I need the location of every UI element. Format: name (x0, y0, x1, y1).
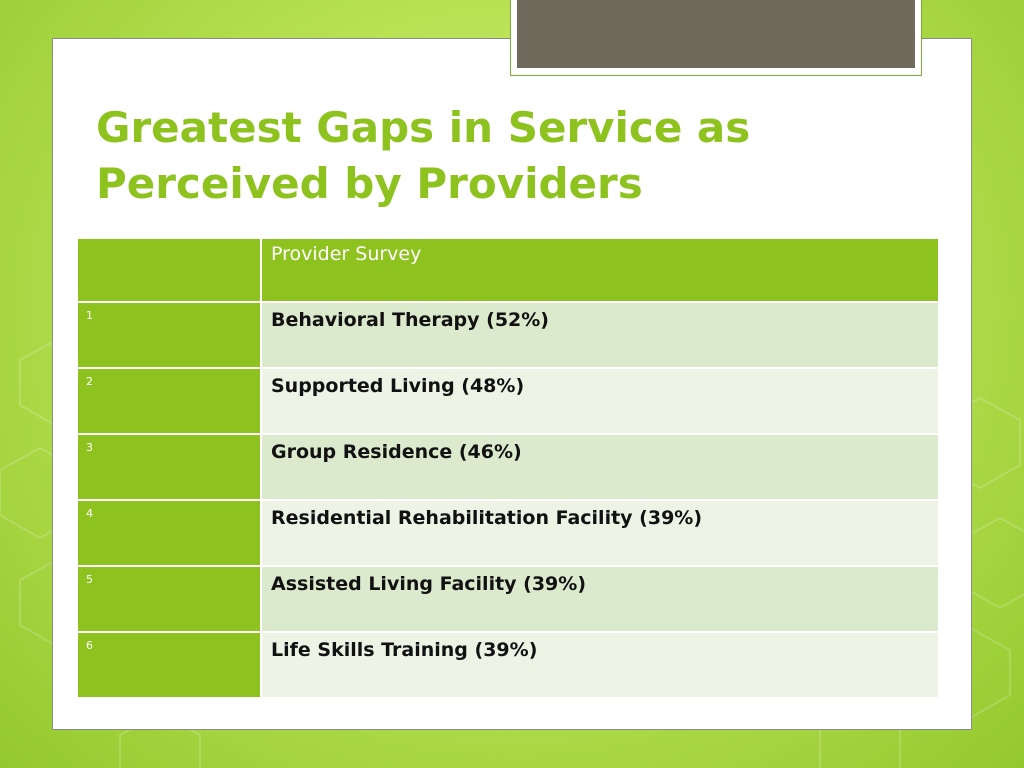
row-service: Supported Living (48%) (261, 368, 939, 434)
row-rank: 6 (77, 632, 261, 698)
row-service: Life Skills Training (39%) (261, 632, 939, 698)
table-row: 6 Life Skills Training (39%) (77, 632, 939, 698)
row-rank: 1 (77, 302, 261, 368)
header-corner-cell (77, 238, 261, 302)
table-row: 5 Assisted Living Facility (39%) (77, 566, 939, 632)
table-row: 1 Behavioral Therapy (52%) (77, 302, 939, 368)
title-tab-block (517, 0, 915, 68)
row-service: Residential Rehabilitation Facility (39%… (261, 500, 939, 566)
title-tab-frame (510, 0, 922, 76)
table-row: 3 Group Residence (46%) (77, 434, 939, 500)
row-rank: 4 (77, 500, 261, 566)
row-service: Group Residence (46%) (261, 434, 939, 500)
table-row: 2 Supported Living (48%) (77, 368, 939, 434)
table-row: 4 Residential Rehabilitation Facility (3… (77, 500, 939, 566)
row-rank: 5 (77, 566, 261, 632)
row-service: Assisted Living Facility (39%) (261, 566, 939, 632)
row-service: Behavioral Therapy (52%) (261, 302, 939, 368)
table-header-row: Provider Survey (77, 238, 939, 302)
provider-survey-table: Provider Survey 1 Behavioral Therapy (52… (77, 238, 939, 698)
row-rank: 2 (77, 368, 261, 434)
slide-title: Greatest Gaps in Service as Perceived by… (96, 103, 751, 208)
row-rank: 3 (77, 434, 261, 500)
header-provider-survey: Provider Survey (261, 238, 939, 302)
